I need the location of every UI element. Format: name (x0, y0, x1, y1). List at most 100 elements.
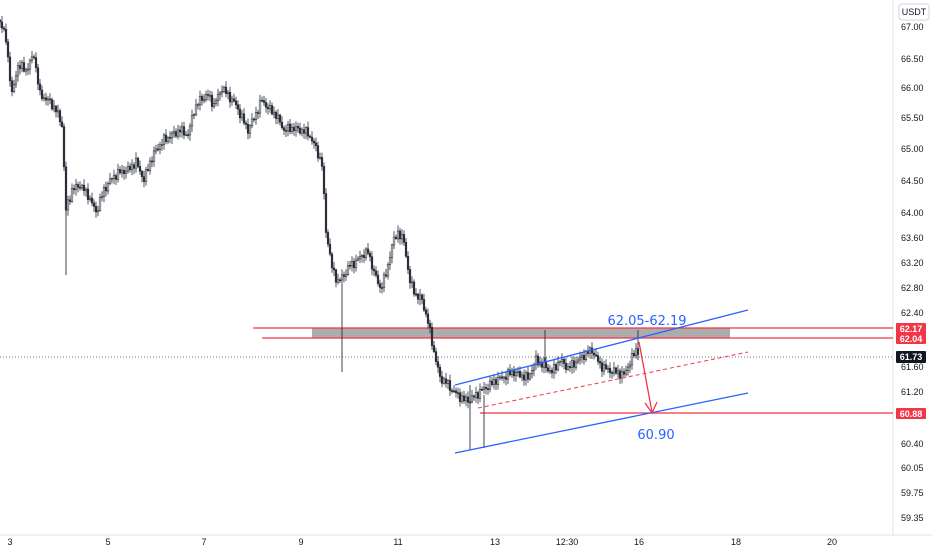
candle-body (398, 230, 402, 240)
candle-body (418, 294, 422, 300)
candle-body (258, 99, 262, 114)
level-tag-62-04: 62.04 (900, 334, 923, 344)
x-tick-label: 12:30 (556, 537, 579, 547)
currency-label-box[interactable] (898, 3, 930, 21)
x-tick-label: 18 (731, 537, 741, 547)
candle-body (92, 202, 96, 207)
candle-body (454, 390, 458, 393)
candle-body (102, 187, 106, 197)
candle-body (314, 142, 318, 146)
candle-body (496, 377, 500, 385)
y-tick-label: 62.40 (901, 308, 924, 318)
candle-body (150, 160, 154, 163)
candle-body (356, 258, 360, 261)
candle-body (366, 248, 370, 254)
candle-body (18, 65, 22, 69)
candle-body (294, 126, 298, 132)
candle-body (268, 105, 272, 110)
candle-body (162, 134, 166, 145)
candle-body (340, 274, 344, 281)
candle-body (562, 358, 566, 364)
candle-body (490, 380, 494, 385)
candle-body (486, 388, 490, 391)
level-tag-62-17-bg (896, 323, 926, 334)
candle-body (6, 41, 10, 58)
candle-body (278, 114, 282, 123)
candle-body (464, 396, 468, 402)
candle-body (410, 281, 414, 284)
candle-body (28, 59, 32, 70)
candle-body (452, 390, 456, 393)
candle-body (208, 94, 212, 97)
candle-body (494, 379, 498, 385)
candle-body (426, 313, 430, 324)
candle-body (66, 199, 70, 211)
candle-body (74, 184, 78, 190)
candle-body (60, 121, 64, 128)
candle-body (110, 178, 114, 180)
candle-body (128, 166, 132, 170)
candle-body (250, 118, 254, 127)
candle-body (178, 129, 182, 133)
candle-body (78, 186, 82, 189)
candle-body (148, 160, 152, 171)
candle-body (458, 392, 462, 402)
candle-body (622, 371, 626, 375)
candle-body (626, 366, 630, 371)
candle-body (204, 94, 208, 101)
candle-body (412, 281, 416, 295)
candle-body (84, 188, 88, 192)
candle-body (610, 372, 614, 374)
candle-body (218, 92, 222, 95)
x-tick-label: 9 (298, 537, 303, 547)
candle-body (192, 114, 196, 116)
candle-body (564, 362, 568, 370)
candle-body (332, 267, 336, 271)
candle-body (48, 98, 52, 101)
candle-body (342, 274, 346, 277)
candle-body (606, 367, 610, 370)
candle-body (558, 361, 562, 363)
candle-body (376, 274, 380, 284)
candle-body (292, 127, 296, 132)
candle-body (140, 171, 144, 177)
candle-body (384, 274, 388, 277)
candle-body (616, 370, 620, 374)
channel-midline[interactable] (477, 351, 749, 409)
candle-body (328, 243, 332, 255)
y-tick-label: 64.50 (901, 176, 924, 186)
candle-body (318, 157, 322, 159)
candle-body (158, 144, 162, 150)
candle-body (536, 355, 540, 366)
candle-body (156, 148, 160, 151)
candle-body (570, 360, 574, 369)
candle-body (326, 232, 330, 245)
level-tag-60-88: 60.88 (900, 409, 923, 419)
y-tick-label: 62.80 (901, 283, 924, 293)
resistance-zone[interactable] (312, 328, 730, 338)
candle-body (304, 127, 308, 134)
candle-body (296, 126, 300, 129)
candle-body (344, 274, 348, 277)
candle-body (188, 125, 192, 136)
candle-body (170, 132, 174, 139)
candle-body (512, 370, 516, 377)
candle-body (244, 122, 248, 125)
candle-body (476, 392, 480, 399)
channel-lower-line[interactable] (454, 392, 749, 454)
channel-upper-line[interactable] (454, 309, 749, 386)
candle-body (612, 367, 616, 374)
level-tag-60-88-bg (896, 408, 926, 419)
x-tick-label: 20 (827, 537, 837, 547)
candle-body (44, 97, 48, 101)
candle-body (38, 83, 42, 91)
candle-body (432, 345, 436, 353)
candle-body (414, 293, 418, 296)
candle-body (394, 236, 398, 240)
candle-body (130, 164, 134, 171)
candle-body (176, 129, 180, 137)
candle-body (380, 287, 384, 289)
candle-body (200, 96, 204, 101)
candle-body (50, 99, 54, 110)
